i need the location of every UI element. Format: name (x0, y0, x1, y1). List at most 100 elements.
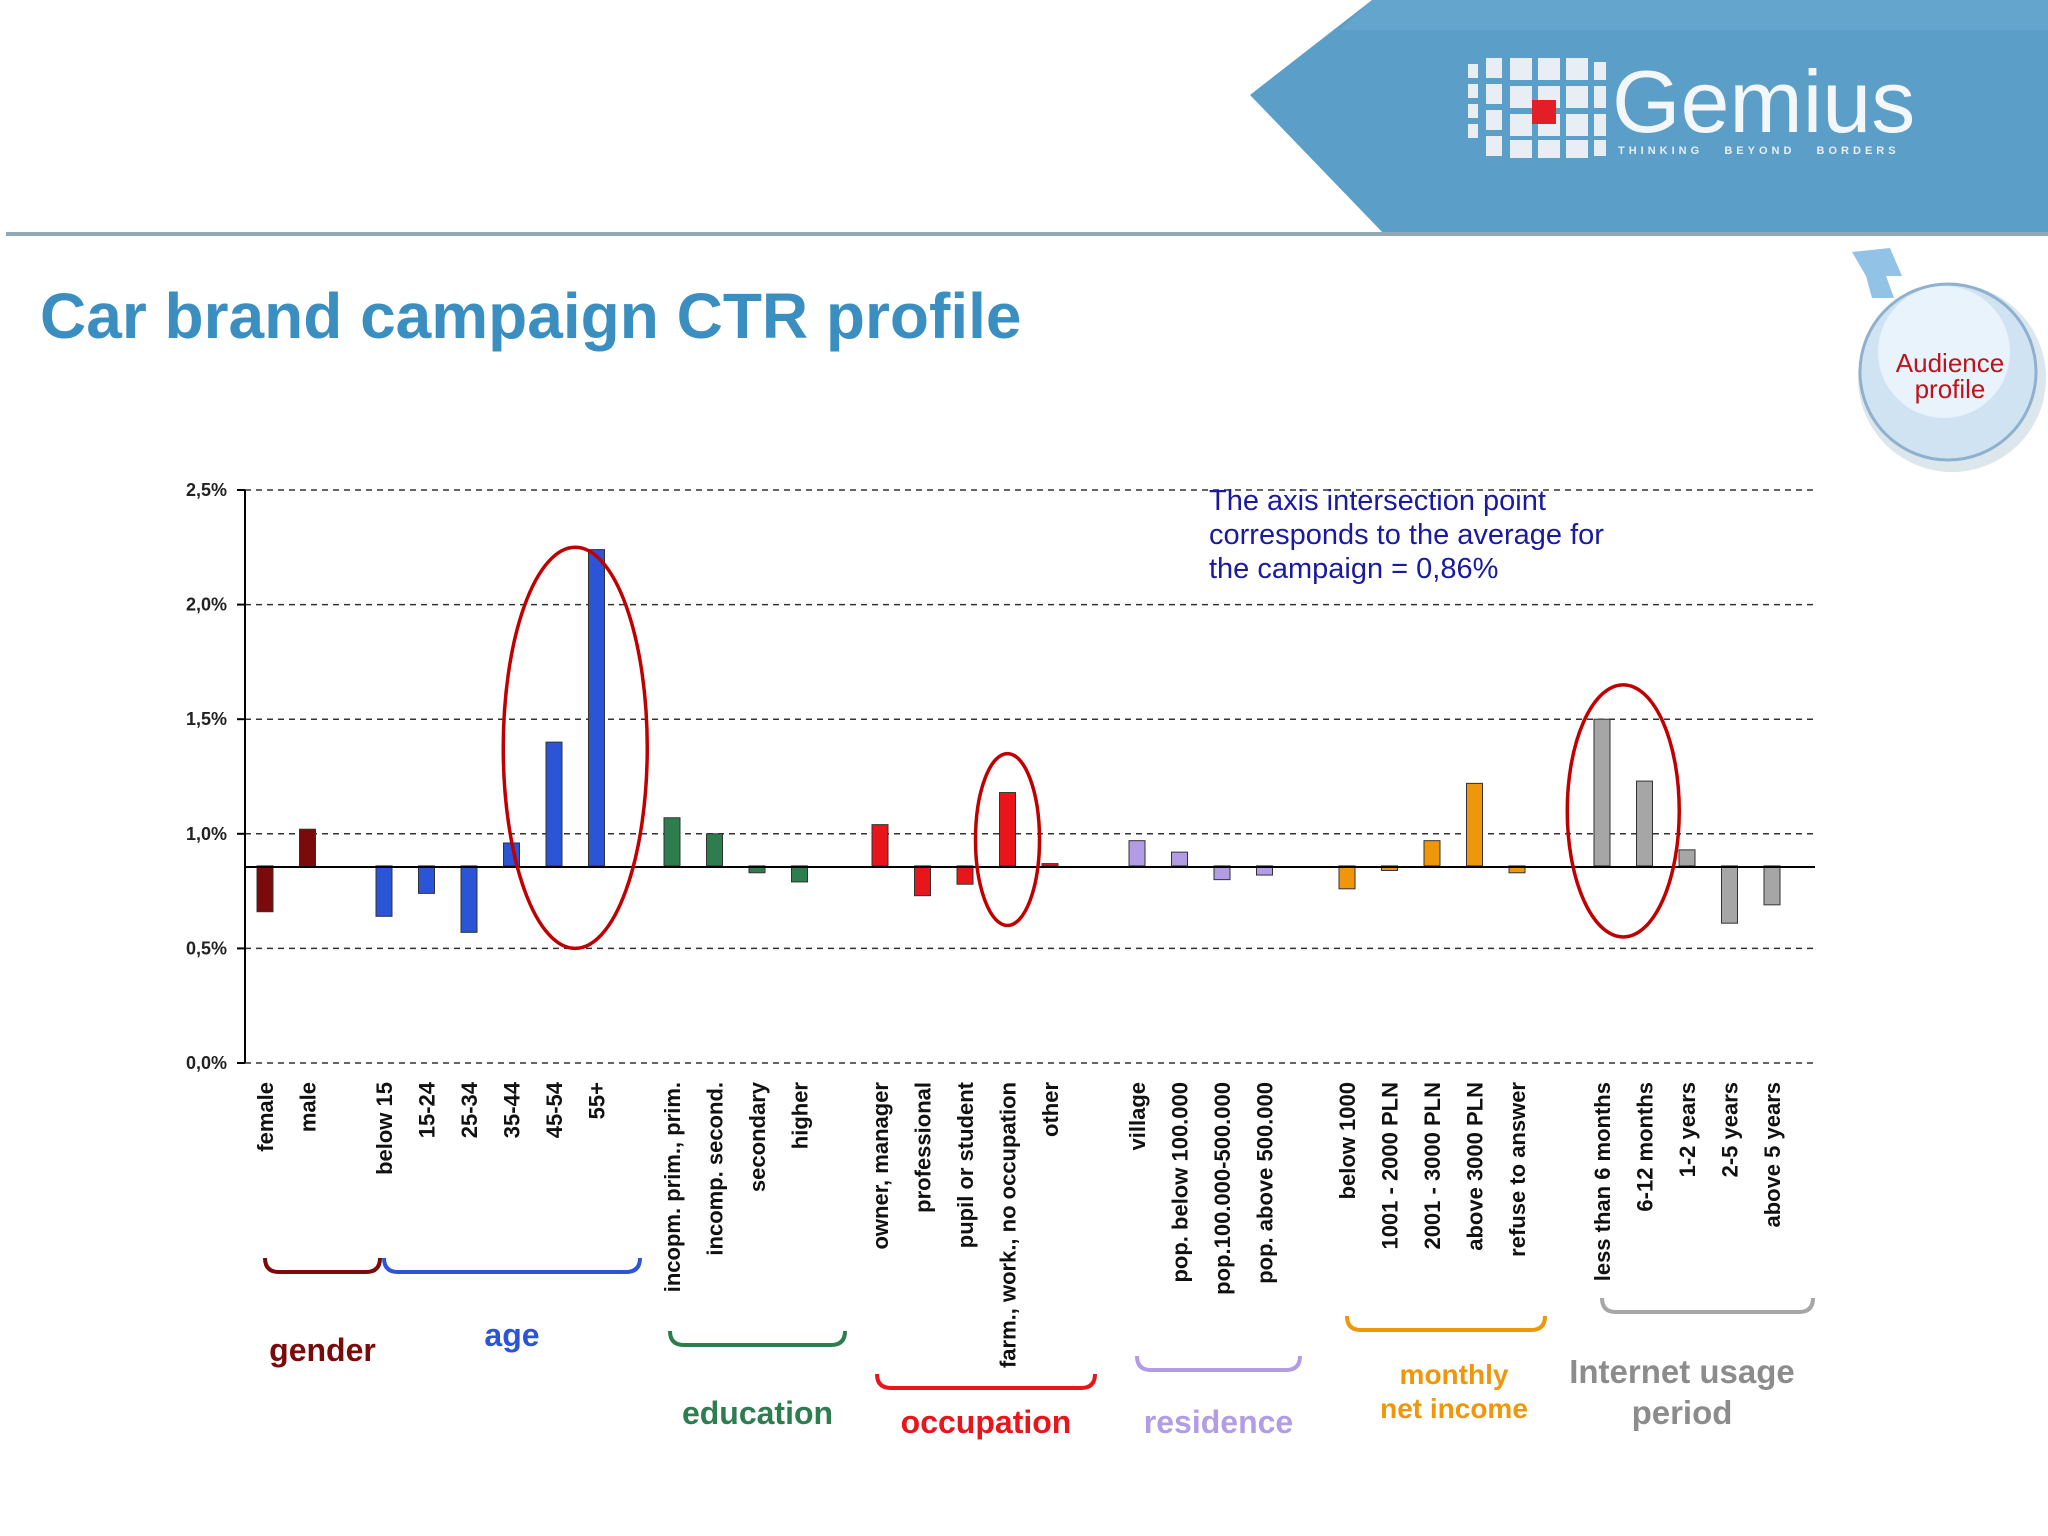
x-tick-label: 45-54 (542, 1081, 567, 1138)
bar-income-3 (1466, 782, 1483, 867)
x-tick-label: higher (788, 1082, 813, 1150)
y-tick-label: 1,5% (186, 709, 227, 729)
badge-line-2: profile (1915, 374, 1986, 404)
x-tick-label: owner, manager (868, 1082, 893, 1250)
y-axis-ticks: 0,0% 0,5% 1,0% 1,5% 2,0% 2,5% (186, 480, 245, 1073)
group-label-internet-line-1: Internet usage (1569, 1353, 1795, 1390)
group-brackets: gender age education occupation residence mon… (263, 1257, 1815, 1440)
logo-red-square-icon (1532, 100, 1556, 124)
chart-bars (256, 549, 1781, 933)
bar-internet-4 (1763, 865, 1781, 906)
bar-age-1 (418, 865, 435, 894)
x-tick-label: other (1038, 1082, 1063, 1137)
x-tick-label: secondary (745, 1081, 770, 1192)
bracket-age (382, 1257, 642, 1274)
page-title: Car brand campaign CTR profile (40, 280, 1021, 352)
x-tick-label: below 1000 (1335, 1082, 1360, 1199)
badge-arrow-icon (1852, 248, 1902, 298)
y-tick-label: 2,0% (186, 595, 227, 615)
x-tick-label: pop. below 100.000 (1168, 1082, 1193, 1283)
x-tick-label: 55+ (585, 1082, 610, 1119)
bracket-residence (1135, 1355, 1302, 1372)
bar-internet-0 (1593, 718, 1611, 867)
bar-residence-3 (1256, 865, 1273, 876)
x-tick-label: above 3000 PLN (1463, 1082, 1488, 1251)
bar-gender-0 (256, 865, 274, 913)
header-band (1250, 0, 2048, 235)
bar-occupation-0 (871, 824, 889, 867)
gemius-logo: Gemius THINKING BEYOND BORDERS (1468, 52, 1915, 158)
bar-income-1 (1381, 865, 1398, 871)
bar-education-0 (663, 817, 681, 867)
bar-income-4 (1508, 865, 1526, 874)
bracket-income (1345, 1315, 1547, 1332)
x-axis-labels: female male below 15 15-24 25-34 35-44 45-54 55… (253, 1081, 1785, 1368)
x-tick-label: farm., work., no occupation (996, 1082, 1021, 1368)
bar-internet-2 (1678, 849, 1696, 867)
note-line-3: the campaign = 0,86% (1209, 553, 1498, 585)
highlight-ring-1 (501, 545, 649, 951)
x-tick-label: 25-34 (457, 1081, 482, 1138)
average-note: The axis intersection point corresponds … (1209, 485, 1604, 585)
bracket-internet (1600, 1297, 1815, 1314)
note-line-2: corresponds to the average for (1209, 519, 1604, 551)
audience-profile-badge: Audience profile (1852, 248, 2046, 472)
bar-age-0 (375, 865, 393, 917)
group-label-gender: gender (269, 1332, 376, 1368)
bracket-education (668, 1330, 847, 1347)
group-label-occupation: occupation (901, 1404, 1072, 1440)
bar-age-2 (460, 865, 478, 933)
group-label-residence: residence (1144, 1404, 1293, 1440)
x-tick-label: 2-5 years (1718, 1082, 1743, 1177)
x-tick-label: below 15 (372, 1082, 397, 1175)
x-tick-label: male (296, 1082, 321, 1132)
logo-tagline: THINKING BEYOND BORDERS (1618, 145, 1900, 157)
highlight-ring-3 (1565, 683, 1681, 939)
bar-income-0 (1338, 865, 1356, 890)
group-label-education: education (682, 1395, 833, 1431)
x-tick-label: 1001 - 2000 PLN (1378, 1082, 1403, 1250)
bar-occupation-1 (914, 865, 931, 897)
bar-occupation-2 (956, 865, 974, 885)
x-tick-label: female (253, 1082, 278, 1152)
bar-education-2 (748, 865, 766, 874)
highlight-ring-2 (973, 751, 1042, 928)
bar-occupation-3 (999, 792, 1016, 867)
x-tick-label: 1-2 years (1675, 1082, 1700, 1177)
x-tick-label: 6-12 months (1633, 1082, 1658, 1212)
bar-occupation-4 (1041, 863, 1059, 867)
bar-age-5 (588, 549, 605, 867)
bar-age-4 (545, 741, 563, 867)
x-tick-label: pupil or student (953, 1081, 978, 1248)
bracket-gender (263, 1257, 382, 1274)
x-tick-label: professional (911, 1082, 936, 1213)
y-tick-label: 0,0% (186, 1053, 227, 1073)
x-tick-label: above 5 years (1760, 1082, 1785, 1228)
ctr-bar-chart: 0,0% 0,5% 1,0% 1,5% 2,0% 2,5% female male below… (186, 480, 1815, 1440)
chart-gridlines (245, 489, 1815, 1064)
group-label-age: age (484, 1317, 539, 1353)
y-tick-label: 2,5% (186, 480, 227, 500)
x-tick-label: 15-24 (415, 1081, 440, 1138)
x-tick-label: village (1125, 1082, 1150, 1150)
x-tick-label: refuse to answer (1505, 1082, 1530, 1257)
x-tick-label: 35-44 (500, 1081, 525, 1138)
highlight-rings (501, 545, 1681, 951)
bar-residence-0 (1128, 840, 1146, 867)
group-label-income-line-2: net income (1380, 1393, 1528, 1424)
x-tick-label: less than 6 months (1590, 1082, 1615, 1281)
bar-gender-1 (299, 828, 316, 867)
x-tick-label: incomp. second. (703, 1082, 728, 1256)
x-tick-label: 2001 - 3000 PLN (1420, 1082, 1445, 1250)
bar-education-3 (791, 865, 808, 883)
bar-residence-1 (1171, 851, 1188, 867)
bar-residence-2 (1213, 865, 1231, 881)
group-label-internet-line-2: period (1632, 1394, 1733, 1431)
group-label-income-line-1: monthly (1400, 1359, 1509, 1390)
y-tick-label: 0,5% (186, 938, 227, 958)
bar-internet-3 (1721, 865, 1738, 924)
bar-education-1 (706, 833, 723, 867)
logo-wordmark: Gemius (1612, 52, 1915, 151)
y-tick-label: 1,0% (186, 824, 227, 844)
